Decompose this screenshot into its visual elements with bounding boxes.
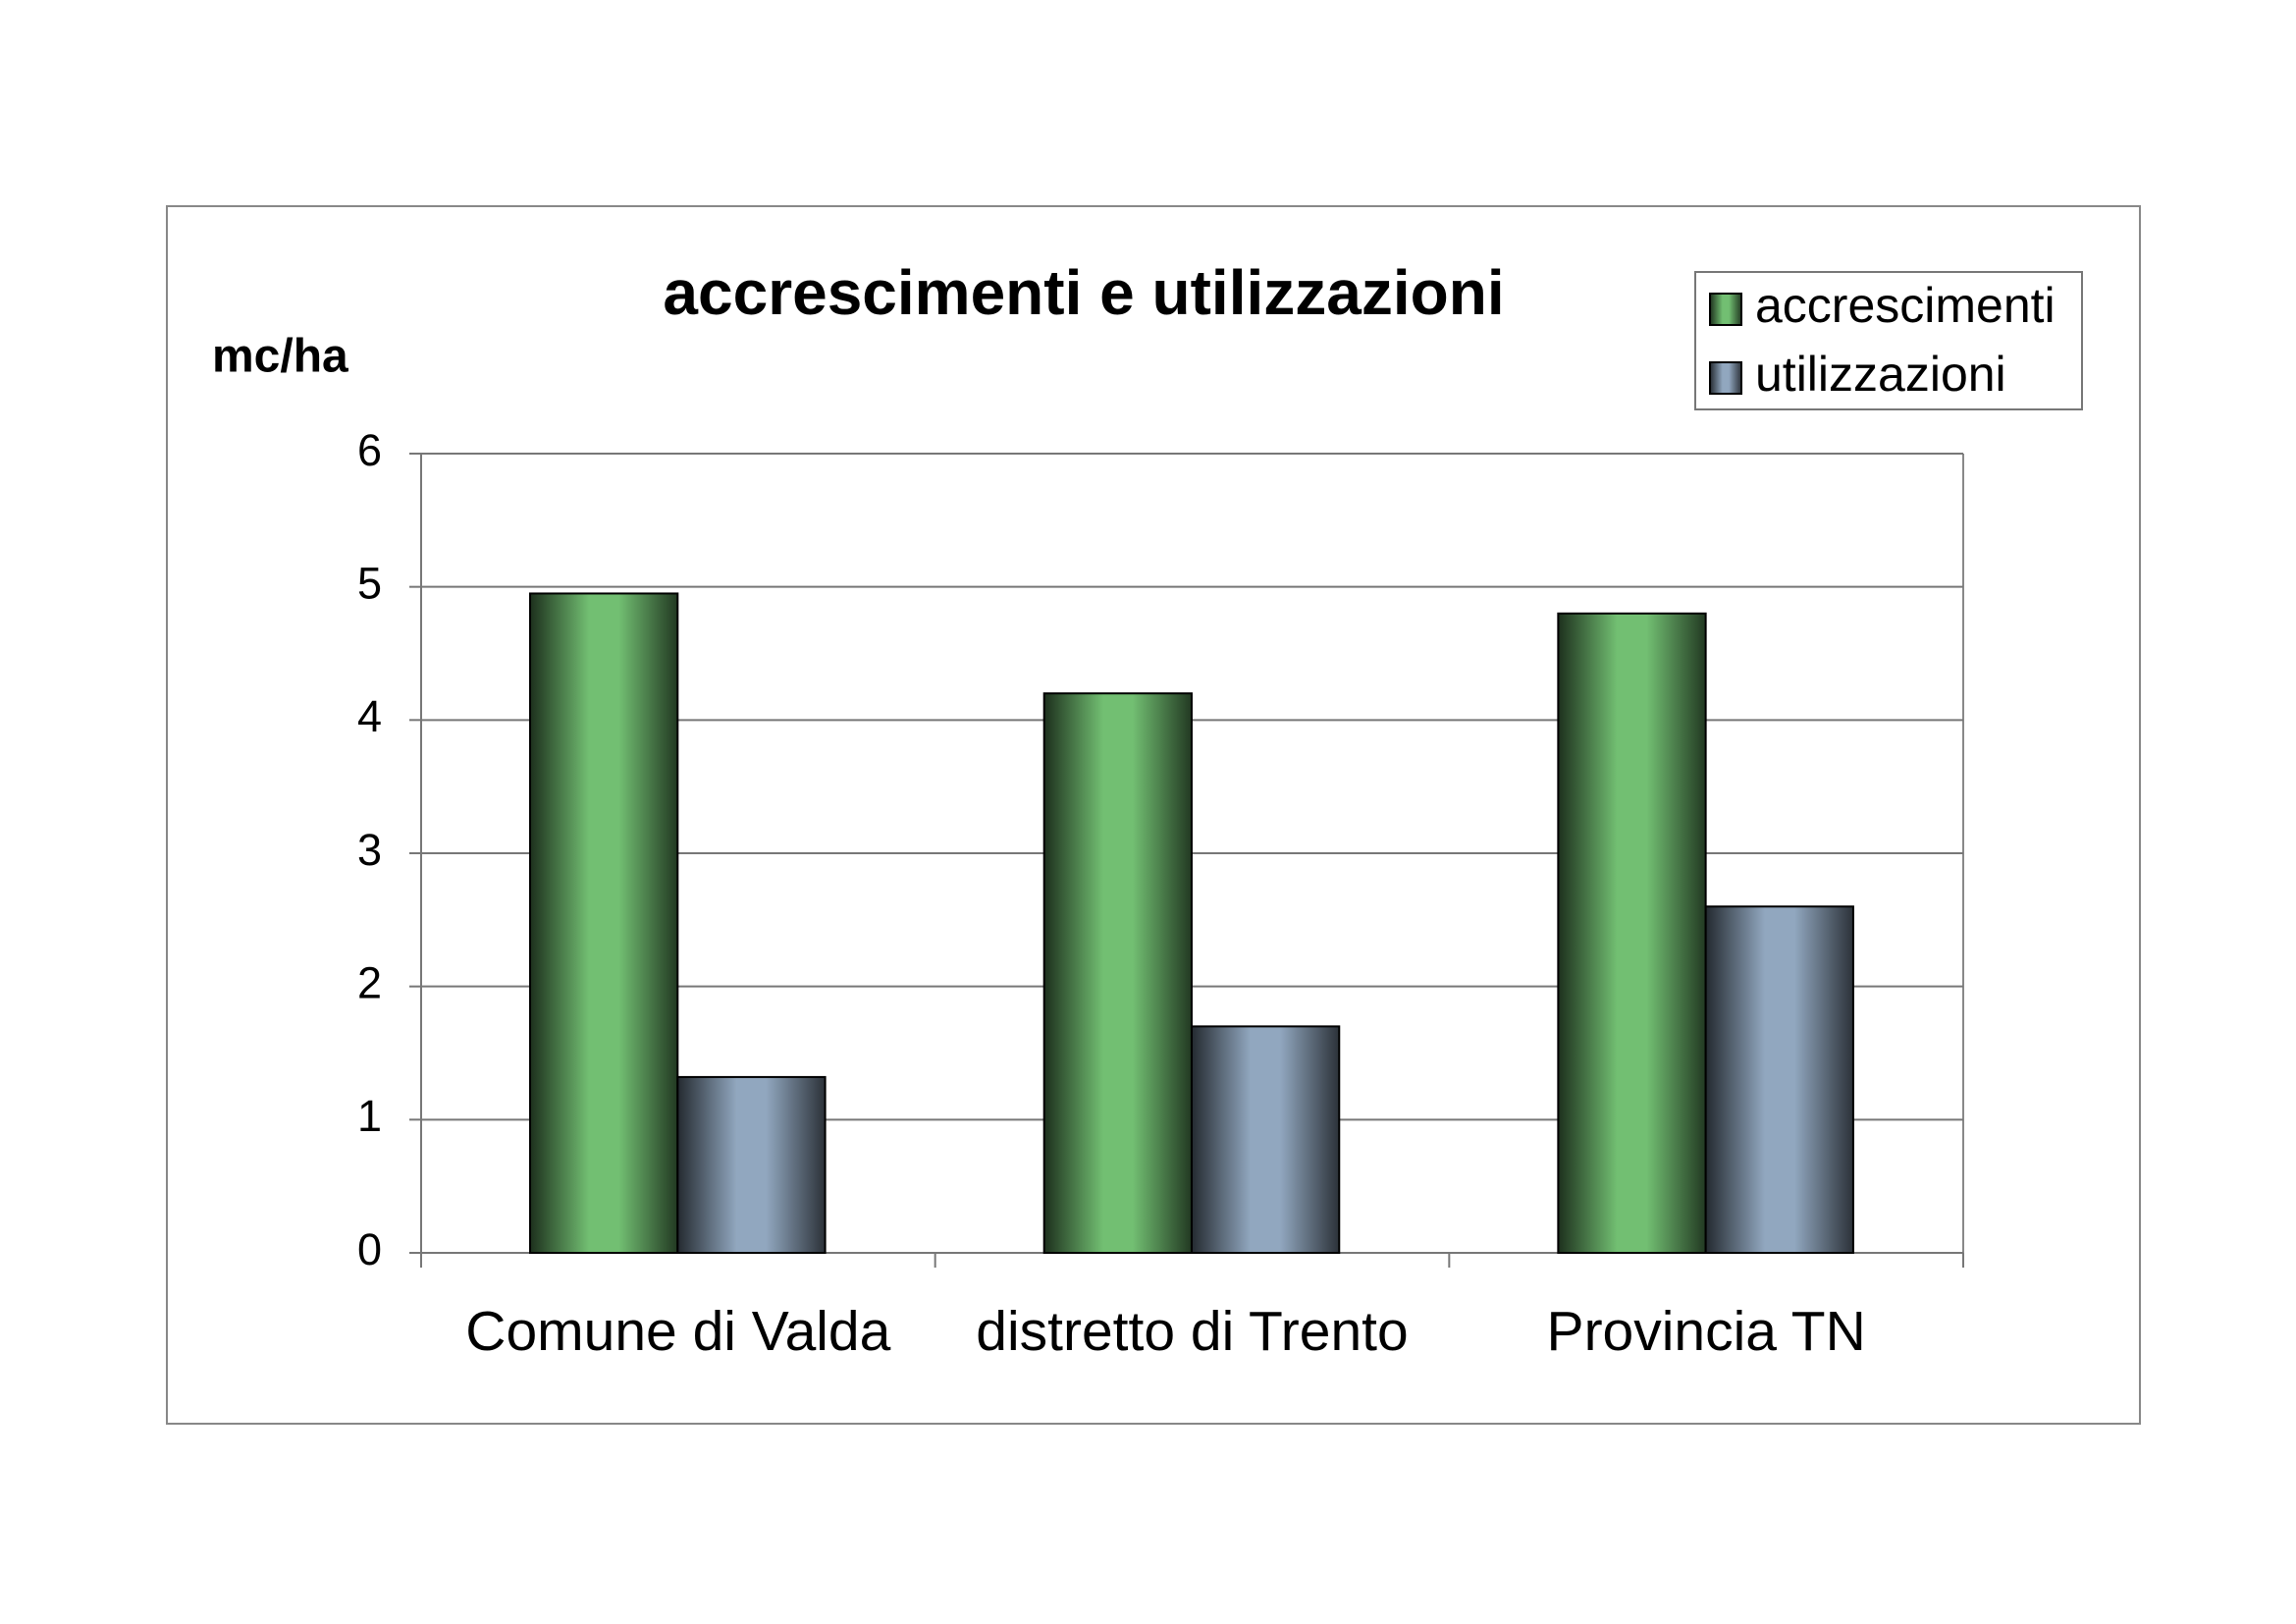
legend-swatch xyxy=(1709,293,1742,326)
x-tick-label: Provincia TN xyxy=(1547,1300,1866,1363)
chart-title: accrescimenti e utilizzazioni xyxy=(663,257,1504,328)
legend-box xyxy=(1694,271,2083,410)
y-axis-label: mc/ha xyxy=(212,331,348,383)
bar xyxy=(1042,692,1193,1254)
legend-swatch xyxy=(1709,361,1742,395)
legend-label: utilizzazioni xyxy=(1755,347,2006,402)
y-tick-label: 3 xyxy=(357,825,382,875)
y-tick-label: 4 xyxy=(357,691,382,741)
x-tick-label: distretto di Trento xyxy=(976,1300,1408,1363)
bar xyxy=(1557,612,1707,1254)
bar xyxy=(1704,905,1854,1254)
legend-label: accrescimenti xyxy=(1755,278,2056,333)
y-tick-label: 1 xyxy=(357,1091,382,1141)
bar xyxy=(676,1075,827,1255)
y-tick-label: 5 xyxy=(357,559,382,609)
y-tick-label: 2 xyxy=(357,958,382,1008)
x-tick-label: Comune di Valda xyxy=(465,1300,890,1363)
y-tick-label: 6 xyxy=(357,425,382,475)
y-tick-label: 0 xyxy=(357,1224,382,1274)
bar xyxy=(529,592,679,1254)
bar xyxy=(1190,1025,1341,1255)
